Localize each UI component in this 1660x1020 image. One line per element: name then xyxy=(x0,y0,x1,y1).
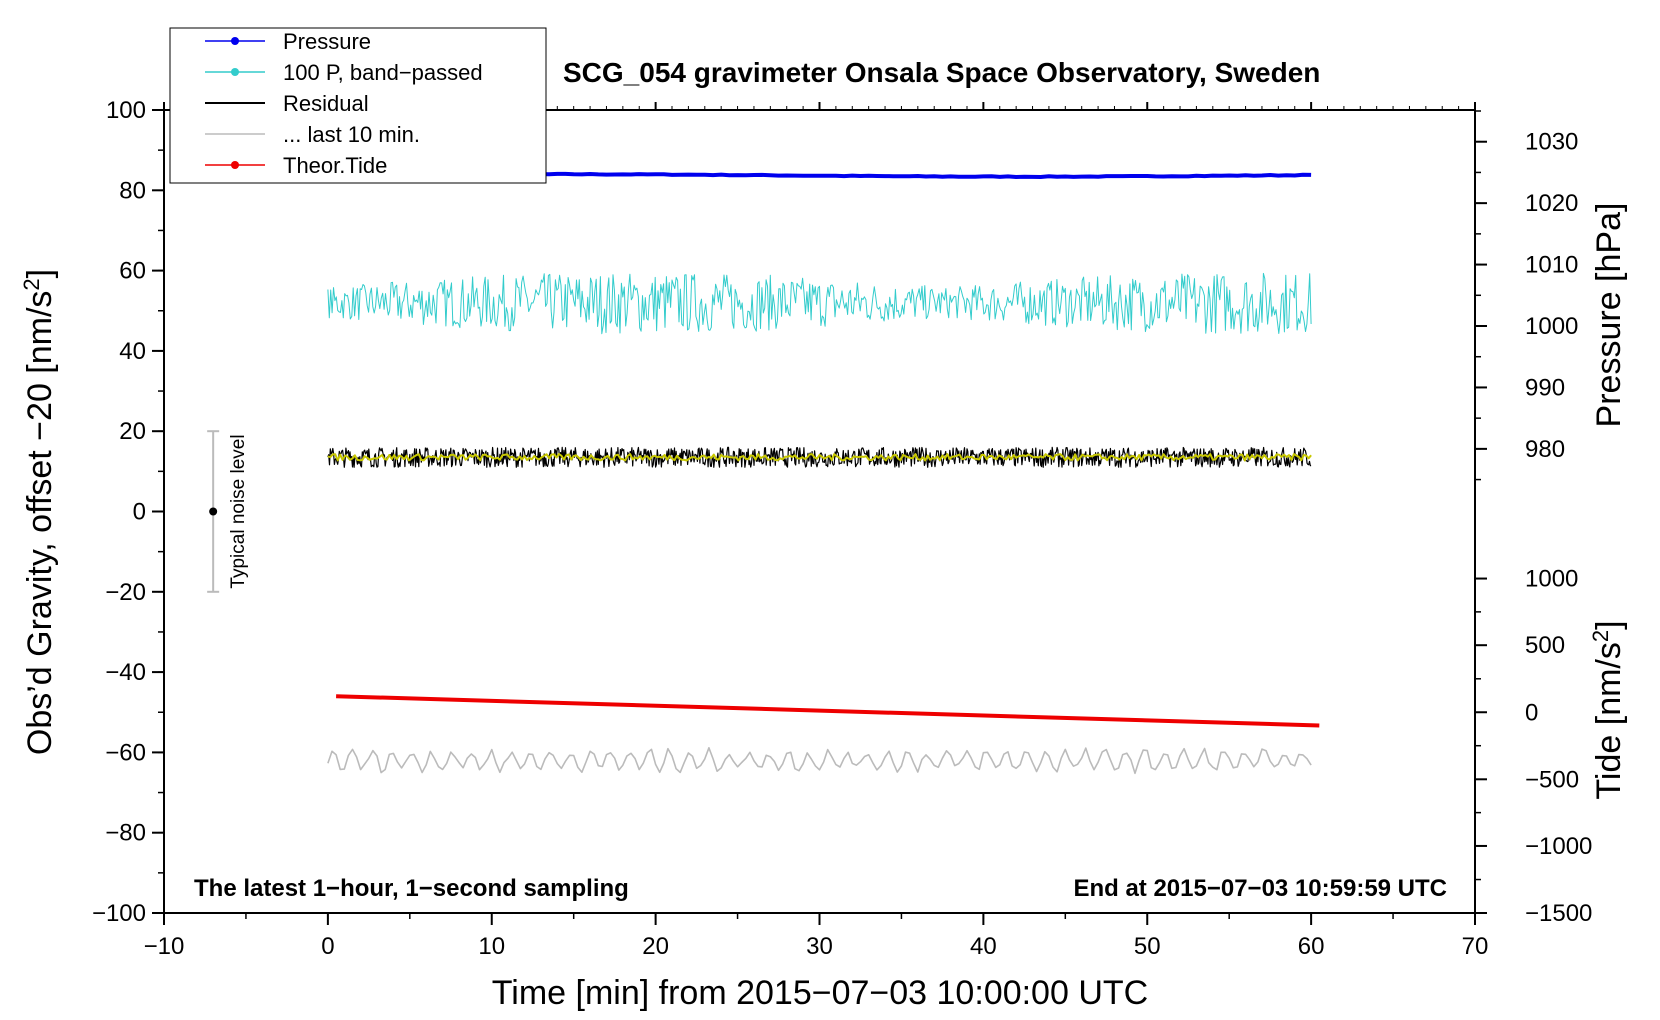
annotation-bottom-left: The latest 1−hour, 1−second sampling xyxy=(194,875,629,902)
tide-tick-label: −1000 xyxy=(1525,833,1592,860)
y-tick-label: −100 xyxy=(92,900,146,927)
y-axis-left-title: Obs’d Gravity, offset −20 [nm/s2] xyxy=(19,269,59,755)
noise-level-label: Typical noise level xyxy=(228,434,249,588)
legend-label: ... last 10 min. xyxy=(283,122,420,147)
y-tick-label: −60 xyxy=(105,739,146,766)
x-axis-title: Time [min] from 2015−07−03 10:00:00 UTC xyxy=(492,974,1148,1012)
tide-tick-label: 1000 xyxy=(1525,566,1578,593)
x-tick-label: 20 xyxy=(642,933,669,960)
chart-title: SCG_054 gravimeter Onsala Space Observat… xyxy=(563,57,1320,88)
y-tick-label: 0 xyxy=(133,499,146,526)
legend-label: Pressure xyxy=(283,29,371,54)
legend-marker xyxy=(231,37,239,45)
x-tick-label: 50 xyxy=(1134,933,1161,960)
y-tick-label: −40 xyxy=(105,659,146,686)
y-tick-label: 60 xyxy=(119,258,146,285)
noise-bar-center-dot xyxy=(209,507,218,516)
y-tick-label: 100 xyxy=(106,97,146,124)
y-axis-tide-title: Tide [nm/s2] xyxy=(1588,620,1628,799)
pressure-tick-label: 1030 xyxy=(1525,129,1578,156)
legend-label: Residual xyxy=(283,91,369,116)
series-line-theor-tide xyxy=(336,694,1320,728)
noise-level-indicator: Typical noise level xyxy=(207,430,249,593)
series-line-100-p-band-passed xyxy=(327,272,1312,335)
series-line-residual-smoothed- xyxy=(327,453,1312,462)
x-tick-label: 40 xyxy=(970,933,997,960)
series-layer xyxy=(327,171,1320,775)
y-tick-label: 80 xyxy=(119,177,146,204)
pressure-tick-label: 1020 xyxy=(1525,190,1578,217)
x-tick-label: 70 xyxy=(1462,933,1489,960)
legend: Pressure 100 P, band−passed Residual ... la… xyxy=(169,27,547,184)
tide-tick-label: 0 xyxy=(1525,699,1538,726)
x-tick-label: 0 xyxy=(321,933,334,960)
plot-frame xyxy=(163,109,1476,914)
series-line-residual xyxy=(327,446,1312,468)
pressure-tick-label: 980 xyxy=(1525,436,1565,463)
x-tick-label: 60 xyxy=(1298,933,1325,960)
x-tick-label: 30 xyxy=(806,933,833,960)
legend-box xyxy=(169,27,547,184)
x-tick-label: 10 xyxy=(478,933,505,960)
pressure-tick-label: 990 xyxy=(1525,374,1565,401)
tide-tick-label: 500 xyxy=(1525,632,1565,659)
tide-tick-label: −500 xyxy=(1525,766,1579,793)
legend-marker xyxy=(231,68,239,76)
annotation-bottom-right: End at 2015−07−03 10:59:59 UTC xyxy=(1073,875,1447,902)
y-tick-label: −20 xyxy=(105,579,146,606)
tide-tick-label: −1500 xyxy=(1525,900,1592,927)
pressure-tick-label: 1000 xyxy=(1525,313,1578,340)
y-axis-pressure-title: Pressure [hPa] xyxy=(1590,203,1628,428)
y-tick-label: 20 xyxy=(119,418,146,445)
x-tick-label: −10 xyxy=(144,933,185,960)
pressure-tick-label: 1010 xyxy=(1525,252,1578,279)
legend-label: Theor.Tide xyxy=(283,153,387,178)
series-line--last-10-min- xyxy=(327,746,1312,775)
y-tick-label: 40 xyxy=(119,338,146,365)
legend-label: 100 P, band−passed xyxy=(283,60,483,85)
legend-marker xyxy=(231,161,239,169)
ticks-layer: −10 0 10 20 30 40 50 60 70100806040200−20−40−60−… xyxy=(92,97,1592,960)
y-tick-label: −80 xyxy=(105,820,146,847)
